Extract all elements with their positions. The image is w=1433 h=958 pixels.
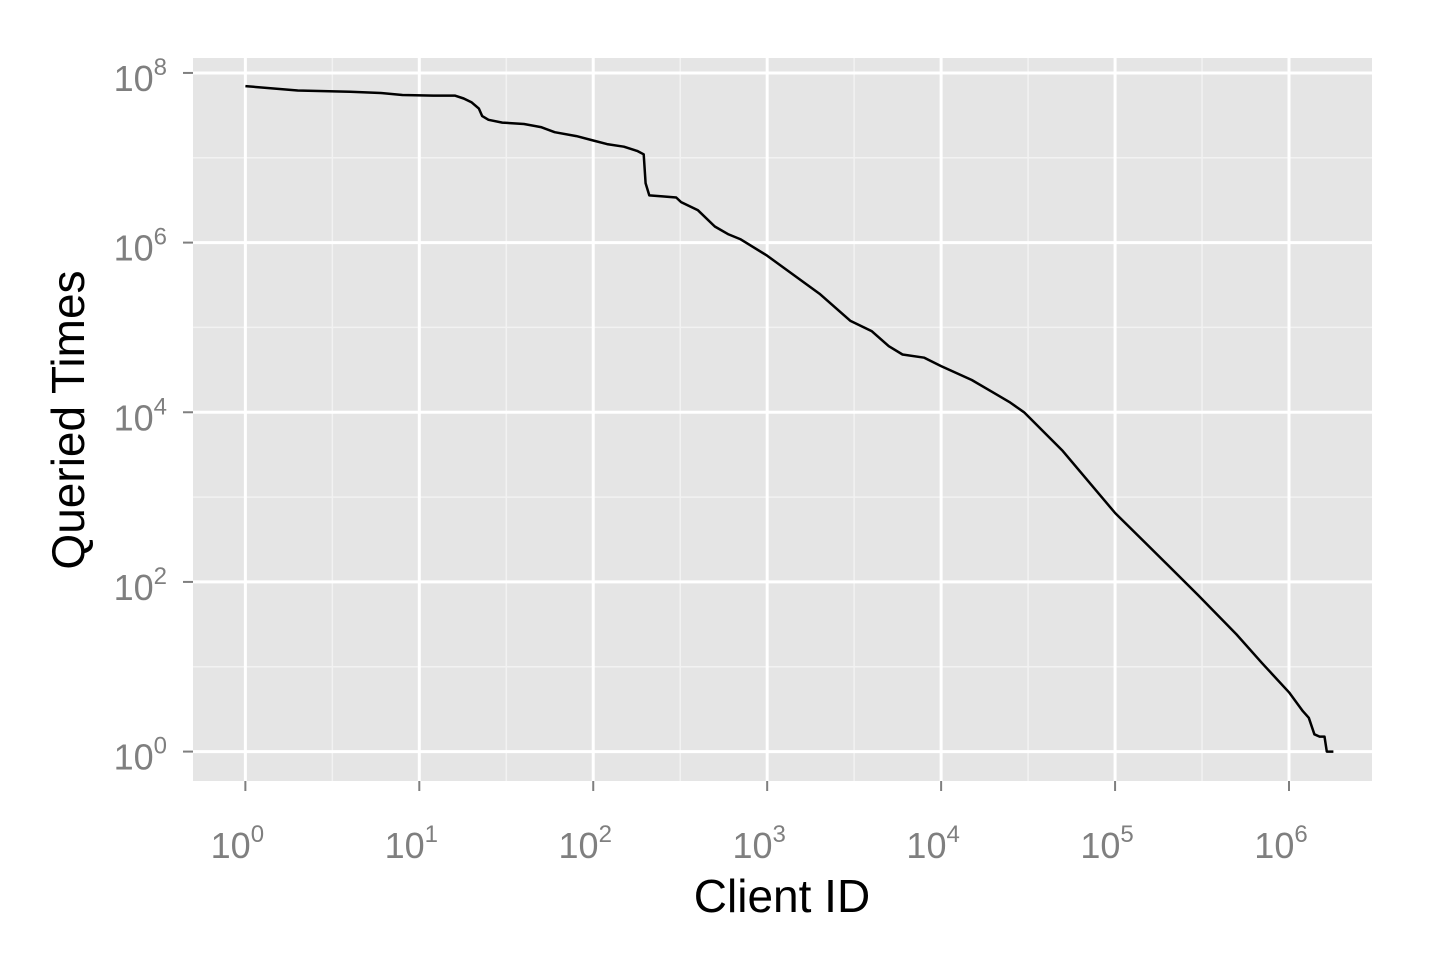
series-line: [245, 84, 1334, 753]
minor-grid: [193, 58, 1372, 781]
series-layer: [245, 84, 1334, 753]
y-tick-label: 108: [114, 54, 167, 99]
x-tick-label: 101: [385, 821, 438, 866]
y-tick-label: 100: [114, 733, 167, 778]
x-tick-label: 104: [906, 821, 959, 866]
x-axis-title: Client ID: [694, 870, 870, 922]
x-tick-label: 103: [732, 821, 785, 866]
y-tick-label: 104: [114, 393, 167, 438]
y-tick-label: 106: [114, 224, 167, 269]
x-tick-label: 100: [211, 821, 264, 866]
axis-ticks: [183, 71, 1291, 791]
y-axis-title: Queried Times: [42, 270, 94, 569]
plot-panel: [193, 58, 1372, 781]
x-tick-label: 105: [1080, 821, 1133, 866]
x-tick-label: 102: [559, 821, 612, 866]
major-grid: [193, 58, 1372, 781]
y-tick-labels: 100 102 104 106 108: [114, 54, 167, 778]
y-tick-label: 102: [114, 563, 167, 608]
x-tick-labels: 100 101 102 103 104 105 106: [211, 821, 1308, 866]
x-tick-label: 106: [1254, 821, 1307, 866]
